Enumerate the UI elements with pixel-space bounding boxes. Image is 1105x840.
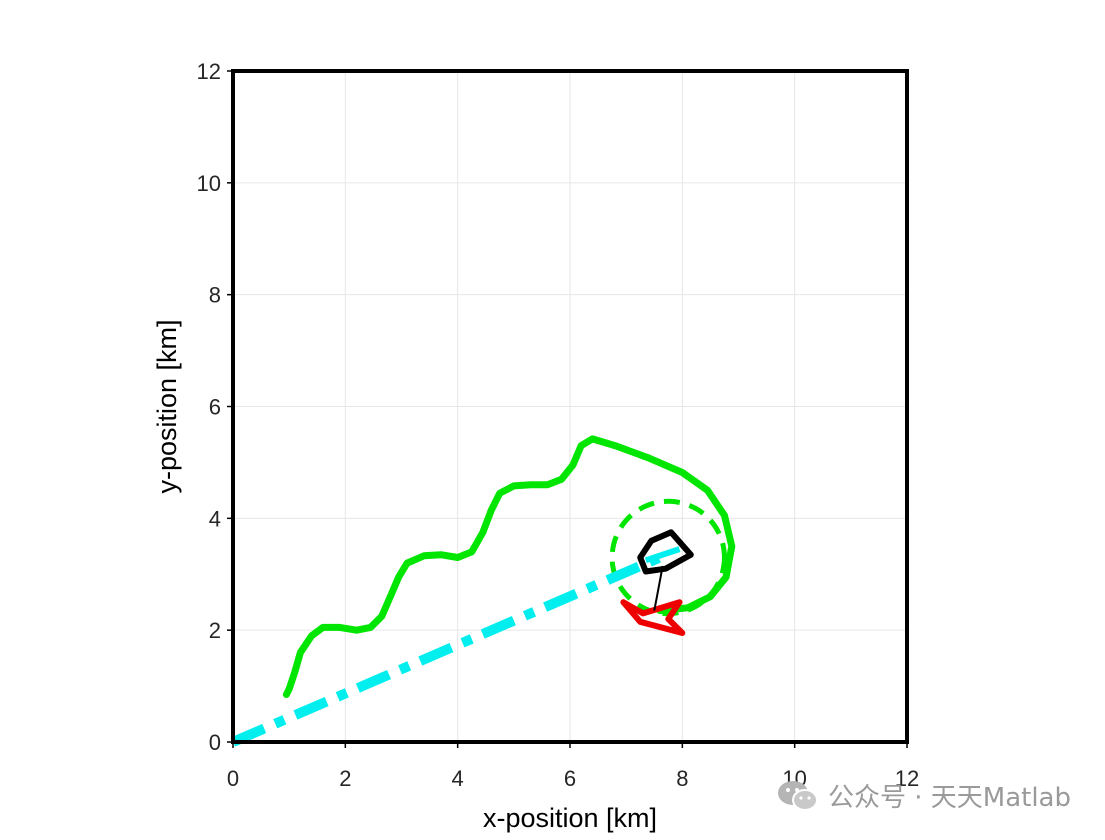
y-tick-label: 0 (209, 730, 221, 755)
plot-area (231, 435, 736, 747)
y-tick-label: 2 (209, 618, 221, 643)
x-tick-label: 12 (895, 766, 919, 791)
x-tick-label: 0 (227, 766, 239, 791)
x-tick-label: 6 (564, 766, 576, 791)
tick-marks (227, 70, 908, 748)
red-polygon-marker (620, 599, 686, 636)
x-tick-label: 2 (339, 766, 351, 791)
annotation-segment (653, 565, 664, 611)
y-tick-label: 8 (209, 283, 221, 308)
y-axis-label: y-position [km] (152, 319, 182, 493)
watermark: 公众号 · 天天Matlab (776, 777, 1071, 814)
black-polygon-marker (637, 529, 694, 575)
y-tick-label: 12 (197, 59, 221, 84)
x-axis-label: x-position [km] (483, 803, 657, 833)
dash-dot-line-series (231, 552, 662, 747)
annotation-segment (644, 546, 681, 564)
trajectory-line-series (282, 435, 736, 698)
y-tick-label: 10 (197, 171, 221, 196)
y-tick-label: 4 (209, 506, 221, 531)
watermark-text: 公众号 · 天天Matlab (827, 783, 1071, 813)
x-tick-label: 4 (452, 766, 464, 791)
y-tick-label: 6 (209, 395, 221, 420)
x-tick-label: 8 (676, 766, 688, 791)
wechat-icon (777, 780, 818, 811)
grid (232, 70, 908, 743)
